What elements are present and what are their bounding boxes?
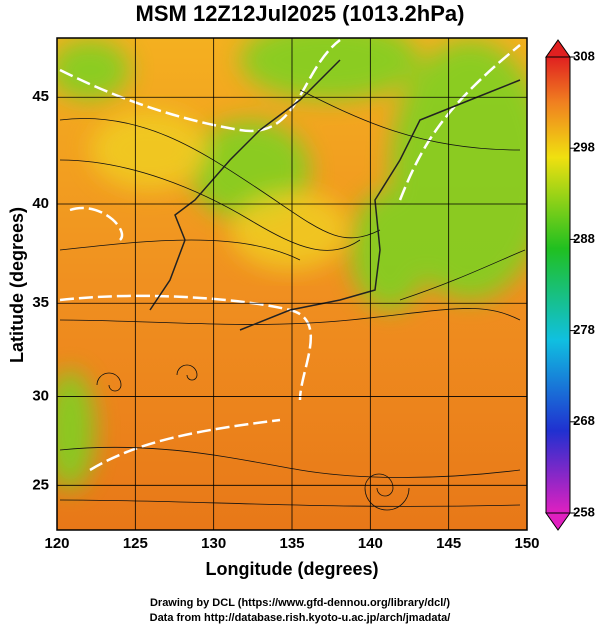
y-tick-label: 35 bbox=[32, 294, 49, 311]
x-tick-label: 145 bbox=[436, 535, 461, 552]
title: MSM 12Z12Jul2025 (1013.2hPa) bbox=[136, 1, 465, 26]
grid bbox=[56, 38, 528, 530]
field bbox=[57, 38, 527, 530]
footer-line: Drawing by DCL (https://www.gfd-dennou.o… bbox=[150, 597, 450, 609]
x-tick-label: 130 bbox=[201, 535, 226, 552]
y-tick-label: 25 bbox=[32, 476, 49, 493]
y-tick-label: 30 bbox=[32, 388, 49, 405]
colorbar-tick-label: 308 bbox=[573, 48, 595, 63]
colorbar-extend-bottom bbox=[545, 512, 571, 531]
x-tick-label: 120 bbox=[44, 535, 69, 552]
x-tick-label: 135 bbox=[279, 535, 304, 552]
plot-frame bbox=[56, 37, 528, 531]
colorbar-tick-label: 298 bbox=[573, 140, 595, 155]
colorbar-tick-label: 258 bbox=[573, 504, 595, 519]
footer-line: Data from http://database.rish.kyoto-u.a… bbox=[150, 612, 451, 624]
x-tick-label: 150 bbox=[514, 535, 539, 552]
colorbar-tick-label: 288 bbox=[573, 231, 595, 246]
colorbar-tick-label: 278 bbox=[573, 322, 595, 337]
y-axis-label: Latitude (degrees) bbox=[7, 207, 27, 363]
y-tick-label: 40 bbox=[32, 195, 49, 212]
x-tick-label: 140 bbox=[358, 535, 383, 552]
colorbar-tick-label: 268 bbox=[573, 413, 595, 428]
x-tick-label: 125 bbox=[123, 535, 148, 552]
colorbar-extend-top bbox=[545, 39, 571, 58]
colorbar bbox=[545, 56, 571, 514]
x-axis-label: Longitude (degrees) bbox=[205, 559, 378, 579]
y-tick-label: 45 bbox=[32, 88, 49, 105]
